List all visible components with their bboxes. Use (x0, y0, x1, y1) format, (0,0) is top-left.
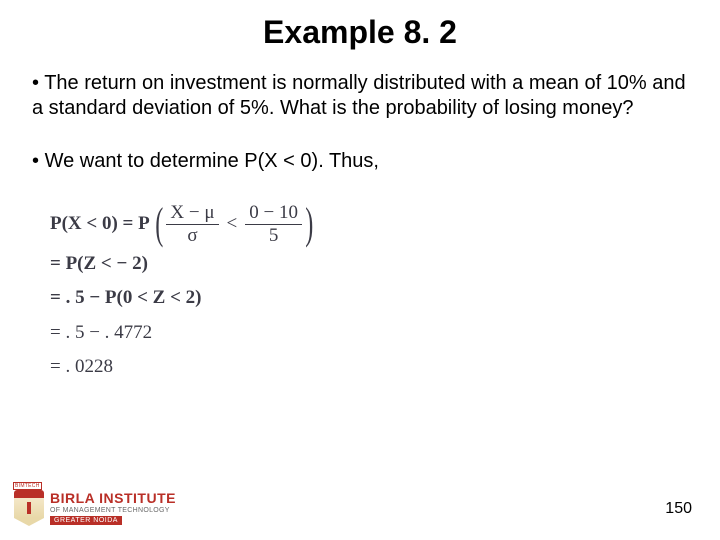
slide: Example 8. 2 • The return on investment … (0, 0, 720, 540)
logo-tag: BIMTECH (13, 482, 42, 490)
bullet-1-text: The return on investment is normally dis… (32, 72, 686, 119)
equation-line-5: = . 0228 (50, 351, 720, 383)
equation-line-3: = . 5 − P(0 < Z < 2) (50, 282, 720, 314)
logo-line-2: OF MANAGEMENT TECHNOLOGY (50, 507, 176, 514)
frac2-num: 0 − 10 (245, 203, 302, 225)
eq-lhs: P(X < 0) = P (50, 208, 150, 240)
lt-sign: < (227, 208, 238, 240)
fraction-2: 0 − 10 5 (245, 203, 302, 246)
slide-title: Example 8. 2 (0, 0, 720, 61)
slide-body: • The return on investment is normally d… (0, 61, 720, 174)
bullet-1: • The return on investment is normally d… (32, 71, 688, 121)
left-paren: ( (155, 202, 163, 246)
right-paren: ) (305, 202, 313, 246)
logo-line-1: BIRLA INSTITUTE (50, 491, 176, 505)
frac1-num: X − μ (166, 203, 218, 225)
frac2-den: 5 (265, 225, 283, 246)
page-number: 150 (665, 500, 692, 518)
equation-line-1: P(X < 0) = P ( X − μ σ < 0 − 10 5 ) (50, 202, 720, 246)
equation-line-4: = . 5 − . 4772 (50, 317, 720, 349)
bullet-2-text: We want to determine P(X < 0). Thus, (45, 150, 379, 172)
equation-line-2: = P(Z < − 2) (50, 248, 720, 280)
footer-logo: BIMTECH BIRLA INSTITUTE OF MANAGEMENT TE… (14, 490, 176, 526)
logo-crest-icon: BIMTECH (14, 490, 44, 526)
fraction-1: X − μ σ (166, 203, 218, 246)
bullet-2: • We want to determine P(X < 0). Thus, (32, 149, 688, 174)
logo-line-3: GREATER NOIDA (50, 516, 122, 525)
logo-text: BIRLA INSTITUTE OF MANAGEMENT TECHNOLOGY… (50, 491, 176, 525)
frac1-den: σ (183, 225, 201, 246)
equation-block: P(X < 0) = P ( X − μ σ < 0 − 10 5 ) = P(… (0, 202, 720, 383)
